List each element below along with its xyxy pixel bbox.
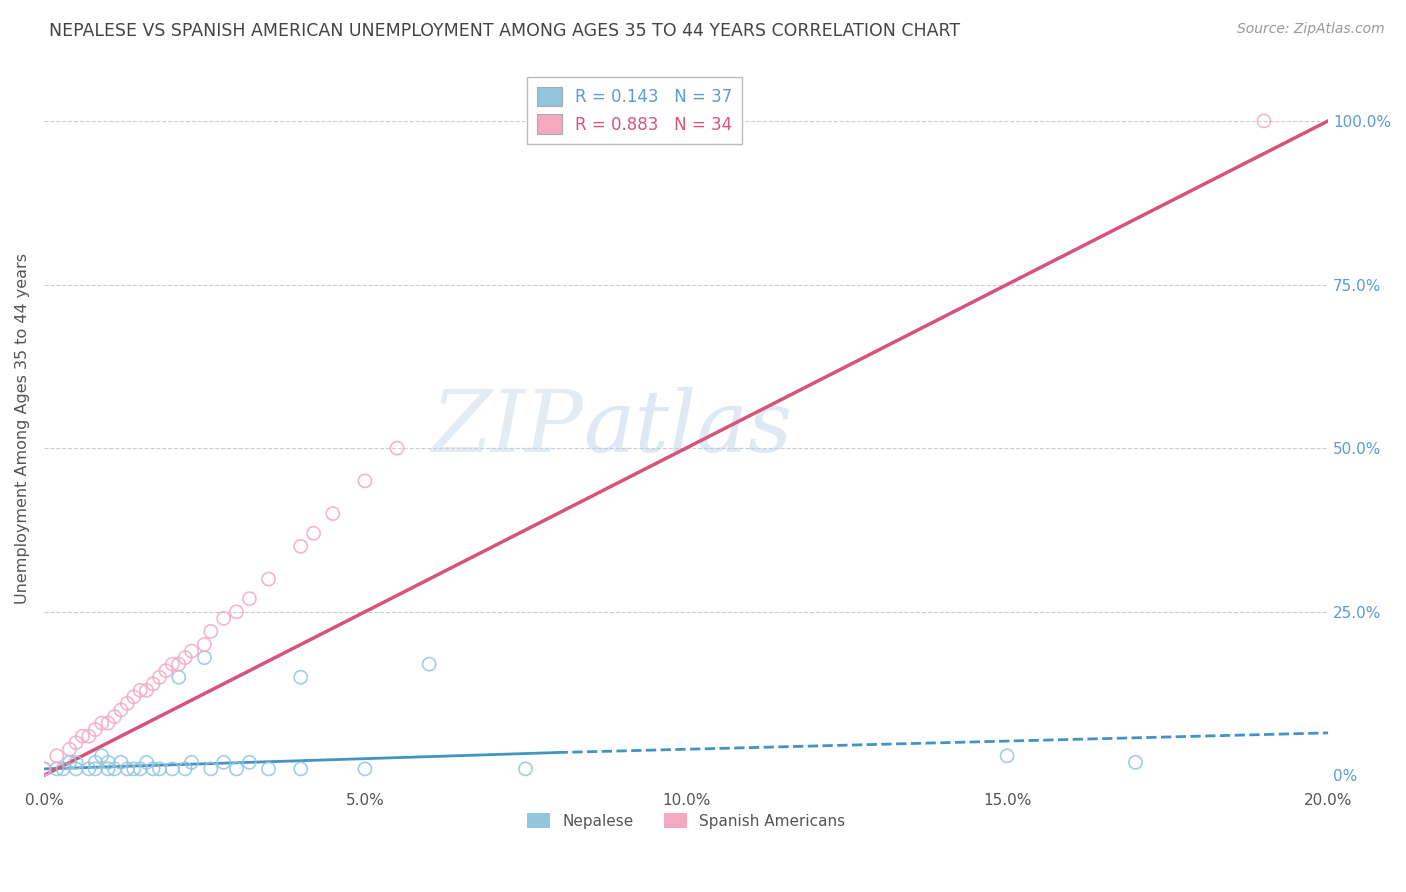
Point — [45, 748, 67, 763]
Point — [238, 591, 260, 606]
Point — [110, 703, 132, 717]
Point — [180, 756, 202, 770]
Point — [148, 670, 170, 684]
Point — [84, 756, 107, 770]
Point — [193, 638, 215, 652]
Point — [418, 657, 440, 672]
Y-axis label: Unemployment Among Ages 35 to 44 years: Unemployment Among Ages 35 to 44 years — [15, 253, 30, 604]
Point — [142, 762, 165, 776]
Point — [65, 762, 87, 776]
Point — [167, 657, 190, 672]
Point — [162, 657, 184, 672]
Text: ZIP: ZIP — [432, 387, 583, 470]
Text: Source: ZipAtlas.com: Source: ZipAtlas.com — [1237, 22, 1385, 37]
Point — [77, 762, 100, 776]
Point — [290, 762, 312, 776]
Point — [322, 507, 344, 521]
Point — [225, 605, 247, 619]
Point — [77, 729, 100, 743]
Point — [193, 650, 215, 665]
Point — [212, 756, 235, 770]
Point — [515, 762, 537, 776]
Point — [257, 572, 280, 586]
Point — [257, 762, 280, 776]
Point — [129, 683, 152, 698]
Point — [97, 716, 120, 731]
Point — [65, 756, 87, 770]
Point — [117, 697, 139, 711]
Point — [122, 762, 145, 776]
Point — [84, 762, 107, 776]
Point — [212, 611, 235, 625]
Legend: Nepalese, Spanish Americans: Nepalese, Spanish Americans — [520, 806, 851, 835]
Point — [354, 762, 377, 776]
Point — [84, 723, 107, 737]
Point — [354, 474, 377, 488]
Point — [110, 756, 132, 770]
Point — [290, 539, 312, 553]
Point — [97, 762, 120, 776]
Point — [162, 762, 184, 776]
Point — [174, 650, 197, 665]
Point — [32, 762, 55, 776]
Point — [90, 716, 112, 731]
Point — [385, 441, 408, 455]
Point — [238, 756, 260, 770]
Point — [65, 736, 87, 750]
Point — [72, 729, 94, 743]
Point — [135, 756, 157, 770]
Point — [52, 762, 75, 776]
Point — [1125, 756, 1147, 770]
Point — [122, 690, 145, 704]
Point — [200, 624, 222, 639]
Point — [167, 670, 190, 684]
Point — [225, 762, 247, 776]
Point — [142, 677, 165, 691]
Point — [200, 762, 222, 776]
Point — [103, 709, 125, 723]
Point — [117, 762, 139, 776]
Text: NEPALESE VS SPANISH AMERICAN UNEMPLOYMENT AMONG AGES 35 TO 44 YEARS CORRELATION : NEPALESE VS SPANISH AMERICAN UNEMPLOYMEN… — [49, 22, 960, 40]
Point — [58, 756, 80, 770]
Point — [135, 683, 157, 698]
Point — [129, 762, 152, 776]
Point — [58, 742, 80, 756]
Text: atlas: atlas — [583, 387, 793, 470]
Point — [45, 762, 67, 776]
Point — [1253, 114, 1275, 128]
Point — [148, 762, 170, 776]
Point — [103, 762, 125, 776]
Point — [90, 748, 112, 763]
Point — [97, 756, 120, 770]
Point — [155, 664, 177, 678]
Point — [995, 748, 1018, 763]
Point — [180, 644, 202, 658]
Point — [174, 762, 197, 776]
Point — [302, 526, 325, 541]
Point — [290, 670, 312, 684]
Point — [32, 762, 55, 776]
